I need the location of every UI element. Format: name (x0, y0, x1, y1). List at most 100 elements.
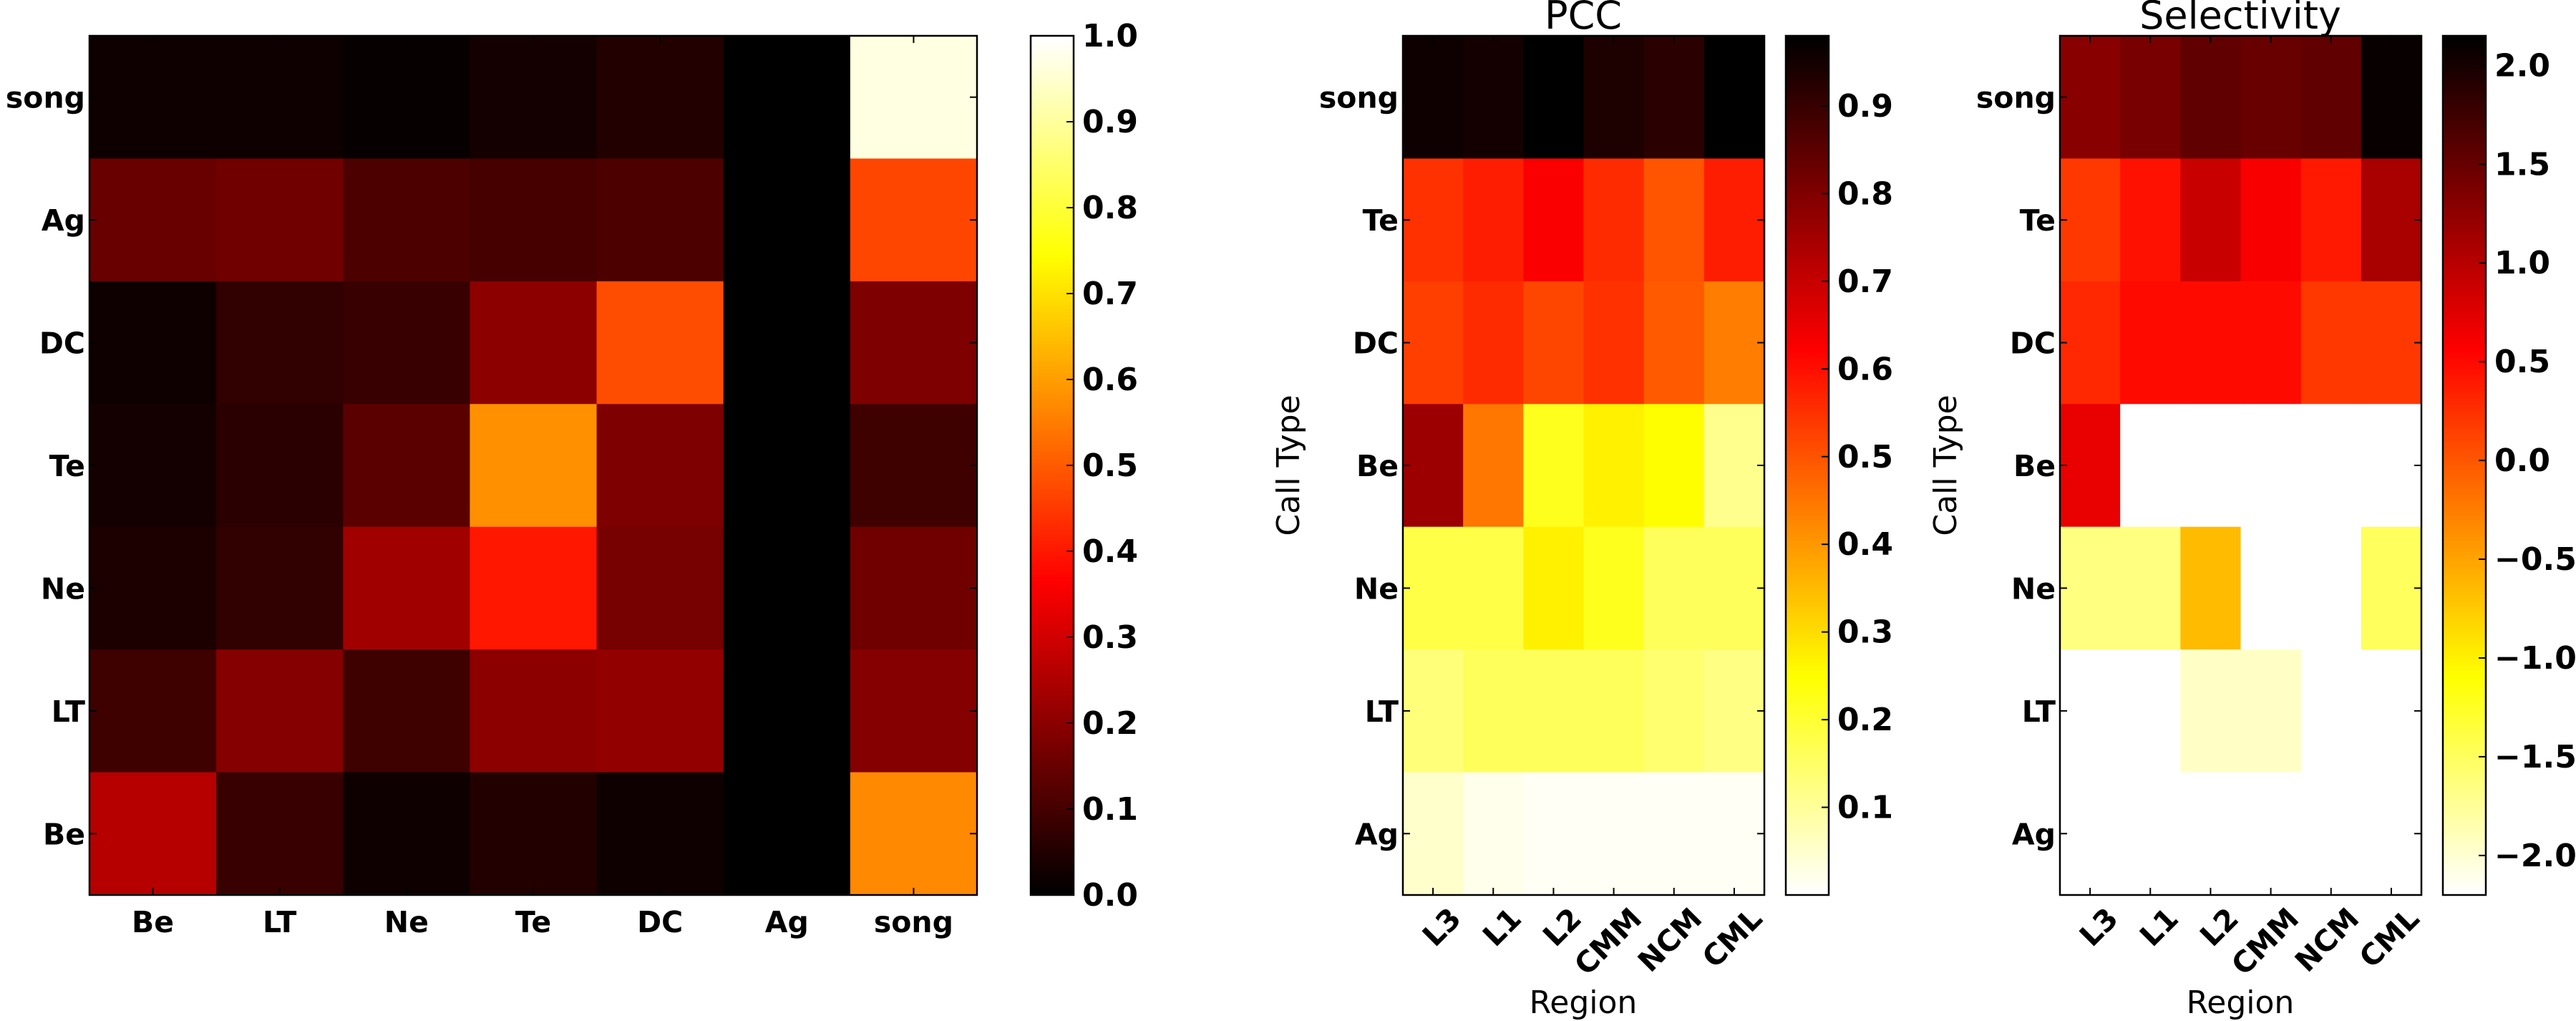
colorbar-segment (1786, 637, 1829, 642)
colorbar-segment (2443, 705, 2486, 710)
colorbar-segment (1031, 240, 1074, 244)
colorbar-segment (2443, 122, 2486, 126)
colorbar-segment (2443, 727, 2486, 731)
colorbar-segment (2443, 712, 2486, 717)
colorbar-segment (1031, 891, 1074, 896)
colorbar-segment (1786, 473, 1829, 477)
colorbar-segment (1031, 233, 1074, 237)
heatmap-cell (723, 649, 851, 773)
colorbar-segment (2443, 580, 2486, 584)
colorbar-segment (2443, 222, 2486, 226)
colorbar-segment (2443, 877, 2486, 881)
colorbar-segment (1031, 79, 1074, 83)
colorbar-segment (2443, 666, 2486, 670)
colorbar-segment (1786, 372, 1829, 377)
colorbar-segment (2443, 208, 2486, 212)
colorbar-segment (1786, 351, 1829, 355)
colorbar-segment (1786, 43, 1829, 47)
colorbar-segment (1786, 272, 1829, 276)
colorbar-segment (2443, 637, 2486, 642)
colorbar-segment (1031, 297, 1074, 301)
heatmap-cell (2060, 36, 2121, 160)
colorbar-segment (1786, 193, 1829, 198)
colorbar-segment (1031, 712, 1074, 717)
colorbar-tick-label: 0.4 (1837, 526, 1893, 563)
colorbar-segment (1786, 226, 1829, 230)
colorbar-segment (2443, 684, 2486, 688)
colorbar-segment (2443, 766, 2486, 770)
heatmap-cell (1463, 158, 1524, 282)
colorbar-segment (2443, 655, 2486, 659)
colorbar-segment (2443, 516, 2486, 520)
heatmap-cell (216, 772, 344, 896)
colorbar-segment (1031, 526, 1074, 531)
colorbar-segment (2443, 129, 2486, 133)
colorbar-segment (2443, 652, 2486, 656)
colorbar-segment (1786, 115, 1829, 119)
colorbar-segment (1786, 276, 1829, 280)
colorbar-segment (1031, 390, 1074, 395)
colorbar-segment (2443, 358, 2486, 362)
heatmap-cell (1583, 158, 1645, 282)
colorbar-segment (1786, 200, 1829, 205)
colorbar-segment (1786, 229, 1829, 233)
colorbar-segment (1786, 480, 1829, 484)
heatmap-cell (723, 526, 851, 650)
colorbar-segment (1031, 637, 1074, 642)
heatmap-cell (596, 281, 724, 405)
colorbar-segment (1786, 773, 1829, 778)
colorbar-segment (1786, 655, 1829, 659)
heatmap-cell (2180, 36, 2242, 160)
colorbar-segment (1786, 64, 1829, 69)
colorbar-segment (2443, 175, 2486, 180)
colorbar-segment (1031, 609, 1074, 613)
colorbar-segment (1031, 251, 1074, 255)
colorbar-segment (1031, 845, 1074, 849)
x-tick-label: song (874, 905, 953, 939)
heatmap-cell (2060, 281, 2121, 405)
colorbar-segment (1031, 354, 1074, 359)
colorbar-segment (1031, 462, 1074, 466)
colorbar-segment (1786, 587, 1829, 591)
heatmap-cell (2300, 36, 2362, 160)
colorbar-segment (2443, 426, 2486, 430)
colorbar-segment (1786, 702, 1829, 706)
y-tick-label: Ag (42, 203, 85, 238)
colorbar-segment (1786, 379, 1829, 384)
heatmap-cell (216, 526, 344, 650)
colorbar-segment (1786, 247, 1829, 251)
colorbar-segment (2443, 669, 2486, 674)
colorbar-segment (1031, 784, 1074, 788)
colorbar-segment (2443, 881, 2486, 885)
colorbar-segment (2443, 251, 2486, 255)
colorbar: −2.0 −1.5 −1.0 −0.5 0.0 0.5 1.0 1.5 2.0 (2441, 34, 2576, 896)
colorbar-segment (1031, 140, 1074, 144)
colorbar-segment (1031, 183, 1074, 187)
colorbar-tick-label: −2.0 (2494, 838, 2576, 874)
colorbar-tick-label: 0.2 (1837, 702, 1893, 738)
heatmap-cell (723, 772, 851, 896)
colorbar-segment (1786, 75, 1829, 79)
colorbar-segment (2443, 626, 2486, 631)
colorbar-segment (1786, 186, 1829, 190)
colorbar-segment (1786, 816, 1829, 821)
colorbar-segment (1786, 340, 1829, 344)
colorbar-segment (1031, 566, 1074, 570)
colorbar-segment (1031, 795, 1074, 799)
colorbar-segment (1786, 36, 1829, 40)
colorbar-segment (1031, 508, 1074, 513)
colorbar-segment (1786, 827, 1829, 831)
colorbar-segment (2443, 75, 2486, 79)
colorbar-segment (2443, 720, 2486, 724)
colorbar-segment (1786, 143, 1829, 147)
y-tick-label: Be (1356, 449, 1399, 483)
colorbar-segment (1031, 158, 1074, 162)
colorbar-segment (2443, 100, 2486, 105)
colorbar-segment (1786, 748, 1829, 753)
colorbar-segment (1031, 125, 1074, 130)
colorbar-segment (2443, 784, 2486, 788)
colorbar-segment (1786, 433, 1829, 437)
heatmap-cell (1523, 404, 1585, 528)
colorbar-segment (1031, 304, 1074, 309)
